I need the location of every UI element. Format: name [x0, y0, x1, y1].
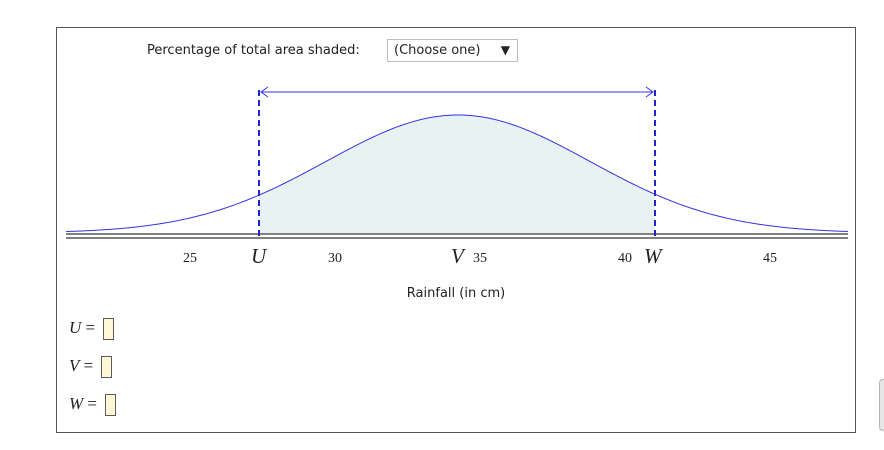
- answer-var-v: V: [69, 356, 80, 375]
- arrow-left-head: [260, 86, 269, 98]
- normal-curve: [65, 114, 849, 233]
- shaded-area: [259, 115, 655, 233]
- answer-row-v: V =: [69, 356, 113, 380]
- tick-30: 30: [328, 251, 342, 266]
- answer-var-u: U: [69, 318, 82, 337]
- equals-sign: =: [85, 318, 96, 337]
- marker-v: V: [451, 244, 466, 268]
- marker-u: U: [251, 244, 268, 268]
- tick-45: 45: [763, 251, 777, 266]
- u-answer-input[interactable]: [103, 318, 115, 341]
- w-answer-input[interactable]: [105, 394, 117, 417]
- dropdown-arrow-icon: ▼: [500, 43, 510, 57]
- answer-row-u: U =: [69, 318, 115, 342]
- marker-w: W: [644, 244, 664, 268]
- answer-row-w: W =: [69, 394, 117, 418]
- v-answer-input[interactable]: [101, 356, 113, 379]
- equals-sign: =: [87, 394, 98, 413]
- equals-sign: =: [83, 356, 94, 375]
- x-axis-label: Rainfall (in cm): [406, 286, 506, 301]
- side-panel-tab[interactable]: [879, 379, 884, 431]
- tick-35: 35: [473, 251, 487, 266]
- percentage-prompt-label: Percentage of total area shaded:: [147, 43, 360, 58]
- tick-40: 40: [618, 251, 632, 266]
- answer-var-w: W: [69, 394, 84, 413]
- select-value: (Choose one): [394, 43, 481, 58]
- percentage-select[interactable]: (Choose one) ▼: [387, 39, 518, 62]
- arrow-right-head: [645, 86, 654, 98]
- tick-25: 25: [183, 251, 197, 266]
